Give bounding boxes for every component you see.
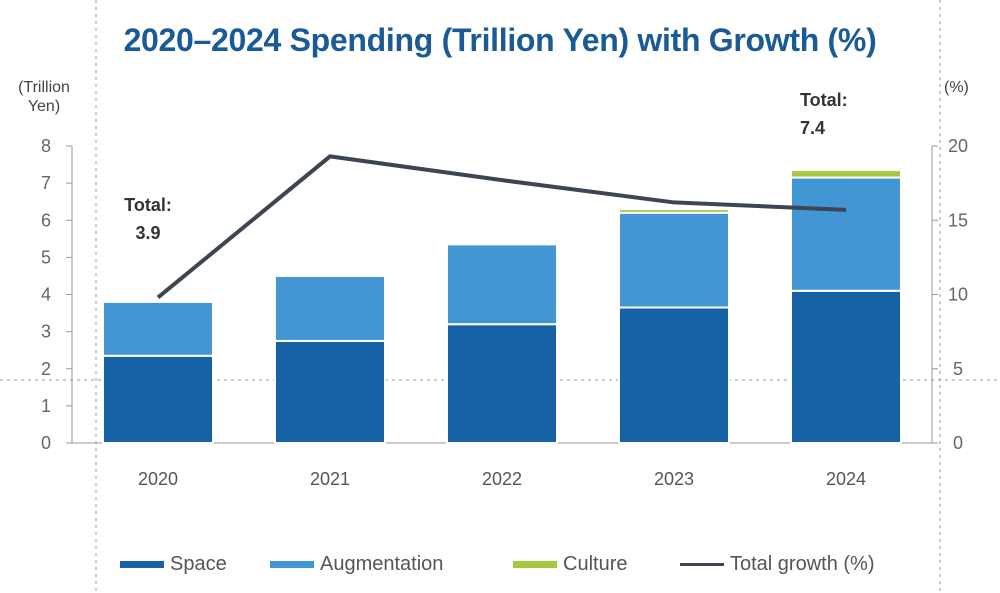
x-tick-label: 2021: [310, 469, 350, 489]
legend-label: Culture: [563, 553, 628, 575]
legend-swatch: [513, 561, 557, 568]
right-axis-unit: (%): [944, 79, 969, 96]
legend-swatch: [270, 561, 314, 568]
legend-item-total-growth: Total growth (%): [680, 553, 875, 576]
x-tick-label: 2022: [482, 469, 522, 489]
bar-segment-culture-2024: [790, 169, 902, 179]
total-annotation-value: 7.4: [800, 118, 826, 138]
total-annotation-value: 3.9: [135, 223, 161, 243]
legend-item-space: Space: [120, 553, 227, 576]
left-tick-label: 8: [41, 136, 51, 156]
left-tick-label: 1: [41, 396, 51, 416]
legend-line-swatch: [680, 563, 724, 566]
left-tick-label: 7: [41, 173, 51, 193]
left-tick-label: 4: [41, 285, 51, 305]
left-tick-label: 6: [41, 210, 51, 230]
left-tick-label: 0: [41, 433, 51, 453]
left-tick-label: 2: [41, 359, 51, 379]
legend-label: Augmentation: [320, 553, 444, 575]
total-annotation-2020: Total: 3.9: [108, 191, 188, 247]
legend-item-culture: Culture: [513, 553, 627, 576]
growth-line: [156, 154, 847, 300]
right-tick-label: 10: [948, 285, 968, 305]
legend-swatch: [120, 561, 164, 568]
bar-segment-culture-2023: [618, 208, 730, 214]
bar-segment-space-2023: [618, 306, 730, 444]
total-annotation-label: Total:: [124, 195, 172, 215]
bar-segment-augmentation-2024: [790, 176, 902, 292]
x-tick-label: 2023: [654, 469, 694, 489]
total-annotation-label: Total:: [800, 90, 848, 110]
bar-segment-augmentation-2022: [446, 243, 558, 326]
right-tick-label: 15: [948, 210, 968, 230]
left-axis-unit: (Trillion Yen): [18, 79, 70, 115]
chart-title: 2020–2024 Spending (Trillion Yen) with G…: [123, 22, 877, 58]
x-tick-label: 2020: [138, 469, 178, 489]
bar-segment-augmentation-2020: [102, 300, 214, 357]
bar-segment-space-2021: [274, 339, 386, 444]
total-annotation-2024: Total: 7.4: [800, 86, 880, 142]
bar-segment-space-2024: [790, 289, 902, 444]
legend-item-augmentation: Augmentation: [270, 553, 443, 576]
right-tick-label: 0: [953, 433, 963, 453]
bar-segment-space-2020: [102, 354, 214, 445]
bar-segment-augmentation-2023: [618, 211, 730, 309]
left-tick-label: 5: [41, 247, 51, 267]
legend: Space Augmentation Culture Total growth …: [0, 553, 1000, 581]
bar-segment-augmentation-2021: [274, 274, 386, 342]
left-tick-label: 3: [41, 322, 51, 342]
legend-label: Space: [170, 553, 227, 575]
right-tick-label: 5: [953, 359, 963, 379]
x-tick-label: 2024: [826, 469, 866, 489]
right-tick-label: 20: [948, 136, 968, 156]
bar-segment-space-2022: [446, 323, 558, 445]
legend-label: Total growth (%): [730, 553, 875, 575]
